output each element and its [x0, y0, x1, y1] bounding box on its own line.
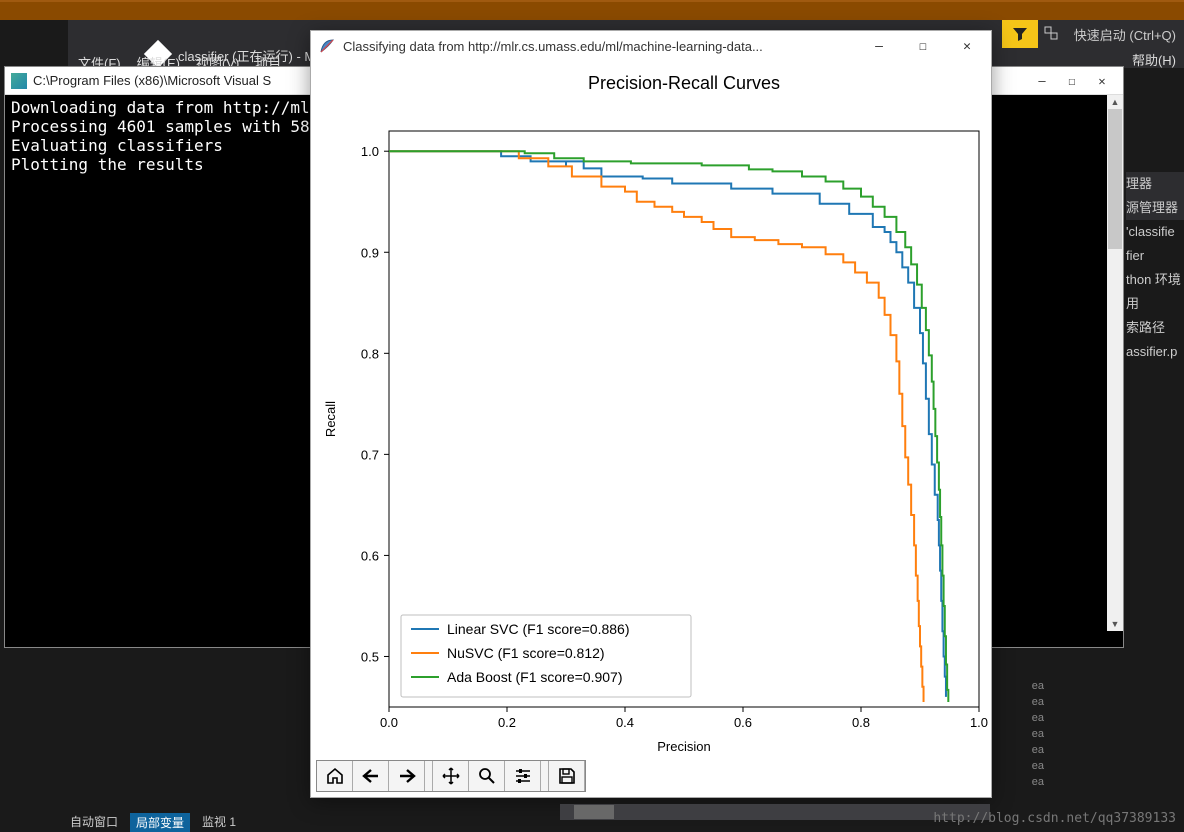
matplotlib-window: Classifying data from http://mlr.cs.umas… — [310, 30, 992, 798]
mpl-nav-toolbar — [316, 760, 586, 792]
mpl-canvas: Precision-Recall Curves 0.0 0.2 0.4 0.6 0.8 1.… — [311, 61, 991, 755]
out-line: ea — [1004, 710, 1044, 726]
ytick-label: 0.8 — [361, 346, 379, 361]
side-item[interactable]: 索路径 — [1126, 316, 1184, 340]
side-item[interactable]: assifier.p — [1126, 340, 1184, 364]
xlabel: Precision — [657, 739, 710, 754]
legend-label: Linear SVC (F1 score=0.886) — [447, 621, 629, 637]
save-icon[interactable] — [549, 761, 585, 791]
tab-locals[interactable]: 局部变量 — [130, 813, 190, 832]
pan-icon[interactable] — [433, 761, 469, 791]
back-icon[interactable] — [353, 761, 389, 791]
scroll-down-icon[interactable]: ▼ — [1107, 617, 1123, 631]
ytick-label: 0.9 — [361, 245, 379, 260]
side-item[interactable]: 'classifie — [1126, 220, 1184, 244]
legend-label: Ada Boost (F1 score=0.907) — [447, 669, 623, 685]
console-app-icon — [11, 73, 27, 89]
tab-autos[interactable]: 自动窗口 — [70, 813, 118, 832]
toolbar-separator — [541, 761, 549, 791]
out-line: ea — [1004, 774, 1044, 790]
xtick-label: 0.8 — [852, 715, 870, 730]
ytick-label: 0.6 — [361, 548, 379, 563]
toolbar-separator — [425, 761, 433, 791]
precision-recall-chart: Precision-Recall Curves 0.0 0.2 0.4 0.6 0.8 1.… — [311, 61, 991, 757]
out-line: ea — [1004, 694, 1044, 710]
out-line: ea — [1004, 678, 1044, 694]
minimize-button[interactable]: — — [1027, 71, 1057, 91]
out-line: ea — [1004, 758, 1044, 774]
forward-icon[interactable] — [389, 761, 425, 791]
mpl-maximize-button[interactable]: ☐ — [901, 32, 945, 60]
zoom-icon[interactable] — [469, 761, 505, 791]
xtick-label: 0.4 — [616, 715, 634, 730]
xtick-label: 0.0 — [380, 715, 398, 730]
close-button[interactable]: ✕ — [1087, 71, 1117, 91]
mpl-close-button[interactable]: ✕ — [945, 32, 989, 60]
tab-watch[interactable]: 监视 1 — [202, 813, 236, 832]
side-item[interactable]: 用 — [1126, 292, 1184, 316]
chart-title: Precision-Recall Curves — [588, 73, 780, 93]
tk-feather-icon — [317, 36, 337, 56]
console-scrollbar[interactable]: ▲ ▼ — [1107, 95, 1123, 631]
side-item[interactable]: 源管理器 — [1126, 196, 1184, 220]
ytick-label: 0.7 — [361, 447, 379, 462]
mpl-title: Classifying data from http://mlr.cs.umas… — [341, 39, 857, 54]
quick-launch-label[interactable]: 快速启动 (Ctrl+Q) — [1066, 25, 1184, 44]
home-icon[interactable] — [317, 761, 353, 791]
mpl-titlebar[interactable]: Classifying data from http://mlr.cs.umas… — [311, 31, 991, 61]
editor-hscrollbar[interactable] — [560, 804, 990, 820]
vs-quick-launch: 快速启动 (Ctrl+Q) — [1002, 20, 1184, 48]
side-item[interactable]: thon 环境 — [1126, 268, 1184, 292]
bottom-tab-strip: 自动窗口局部变量监视 1 — [70, 813, 236, 832]
solution-explorer-fragment: 理器源管理器'classifiefierthon 环境用索路径assifier.… — [1124, 172, 1184, 364]
scrollbar-thumb[interactable] — [1108, 109, 1122, 249]
mpl-minimize-button[interactable]: — — [857, 32, 901, 60]
ytick-label: 1.0 — [361, 144, 379, 159]
scroll-up-icon[interactable]: ▲ — [1107, 95, 1123, 109]
menu-help[interactable]: 帮助(H) — [1124, 50, 1184, 69]
xtick-label: 0.6 — [734, 715, 752, 730]
side-item[interactable]: 理器 — [1126, 172, 1184, 196]
xtick-label: 0.2 — [498, 715, 516, 730]
feedback-icon[interactable] — [1042, 24, 1062, 44]
vs-orange-bar — [0, 0, 1184, 20]
legend-label: NuSVC (F1 score=0.812) — [447, 645, 605, 661]
out-line: ea — [1004, 726, 1044, 742]
maximize-button[interactable]: ☐ — [1057, 71, 1087, 91]
output-fragment: eaeaeaeaeaeaea — [1004, 678, 1044, 790]
hscroll-thumb[interactable] — [574, 805, 614, 819]
side-item[interactable]: fier — [1126, 244, 1184, 268]
xtick-label: 1.0 — [970, 715, 988, 730]
filter-icon[interactable] — [1002, 20, 1038, 48]
ytick-label: 0.5 — [361, 649, 379, 664]
out-line: ea — [1004, 742, 1044, 758]
ylabel: Recall — [323, 401, 338, 437]
configure-icon[interactable] — [505, 761, 541, 791]
watermark-text: http://blog.csdn.net/qq37389133 — [933, 811, 1176, 826]
